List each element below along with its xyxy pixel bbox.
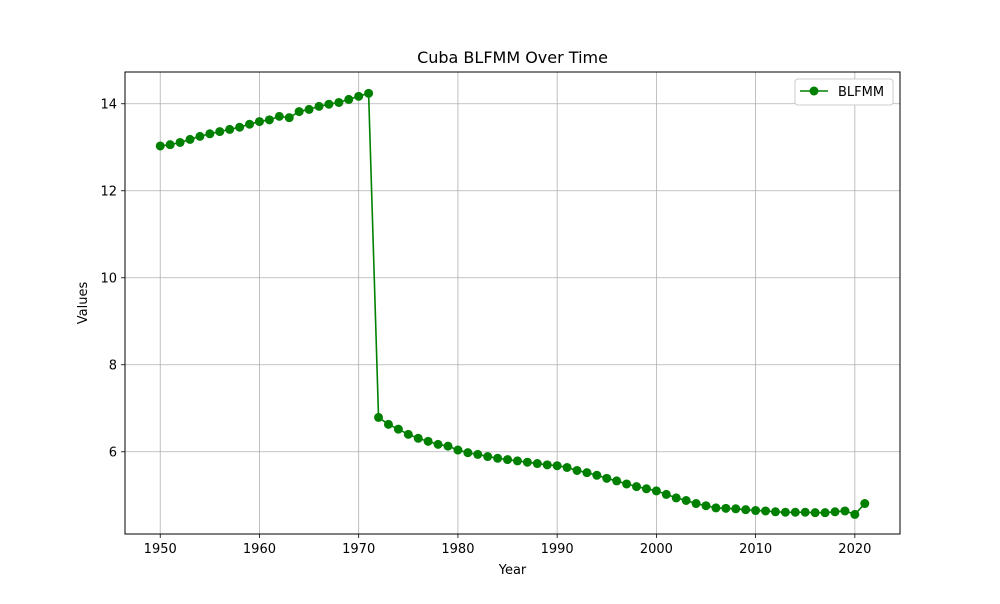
- data-point: [195, 131, 205, 141]
- data-point: [671, 493, 681, 503]
- data-point: [820, 508, 830, 518]
- axis-ticks: 1950 1960 1970 1980 1990 2000 2010 2020 6 8 10 12 14: [100, 97, 871, 557]
- data-point: [374, 412, 384, 422]
- data-point: [383, 419, 393, 429]
- data-point: [274, 111, 284, 121]
- x-tick-label: 2020: [838, 542, 871, 557]
- data-point: [433, 439, 443, 449]
- data-point: [840, 506, 850, 516]
- data-point: [304, 104, 314, 114]
- data-point: [483, 452, 493, 462]
- data-point: [264, 115, 274, 125]
- data-point: [770, 507, 780, 517]
- y-tick-label: 8: [109, 358, 117, 373]
- data-point: [661, 489, 671, 499]
- y-tick-label: 6: [109, 445, 117, 460]
- data-point: [493, 453, 503, 463]
- series-layer: [155, 88, 870, 519]
- data-point: [741, 505, 751, 515]
- data-point: [165, 140, 175, 150]
- data-point: [800, 507, 810, 517]
- data-point: [711, 503, 721, 513]
- data-point: [512, 456, 522, 466]
- data-point: [254, 117, 264, 127]
- legend-label: BLFMM: [838, 85, 884, 100]
- data-point: [721, 503, 731, 513]
- data-point: [681, 496, 691, 505]
- data-point: [473, 449, 483, 459]
- data-point: [751, 506, 761, 516]
- data-point: [780, 507, 790, 517]
- data-point: [175, 137, 185, 147]
- data-point: [403, 429, 413, 439]
- data-point: [731, 504, 741, 514]
- plot-frame: [124, 71, 901, 535]
- data-point: [215, 127, 225, 137]
- x-tick-label: 1960: [243, 542, 276, 557]
- legend-marker-swatch: [809, 86, 819, 96]
- series-line: [160, 92, 866, 516]
- data-point: [651, 486, 661, 496]
- data-point: [691, 499, 701, 509]
- x-tick-label: 1950: [144, 542, 177, 557]
- chart-title: Cuba BLFMM Over Time: [417, 48, 608, 67]
- data-point: [225, 124, 235, 134]
- x-tick-label: 1990: [541, 542, 574, 557]
- data-point: [314, 101, 324, 111]
- x-tick-label: 2000: [640, 542, 673, 557]
- data-point: [532, 459, 542, 469]
- data-point: [423, 436, 433, 446]
- data-point: [354, 91, 364, 101]
- data-point: [632, 482, 642, 492]
- data-point: [463, 448, 473, 458]
- legend: BLFMM: [794, 78, 894, 106]
- data-point: [701, 501, 711, 511]
- data-point: [185, 134, 195, 144]
- data-point: [860, 499, 870, 509]
- data-point: [284, 113, 294, 123]
- data-point: [790, 507, 800, 517]
- data-point: [641, 484, 651, 494]
- data-point: [393, 424, 403, 434]
- data-point: [572, 465, 582, 475]
- data-point: [334, 97, 344, 107]
- data-point: [522, 457, 532, 467]
- y-tick-label: 12: [100, 184, 117, 199]
- grid: [125, 72, 900, 534]
- y-tick-label: 14: [100, 97, 117, 112]
- x-tick-label: 2010: [739, 542, 772, 557]
- data-point: [245, 119, 255, 129]
- data-point: [562, 462, 572, 472]
- data-point: [324, 99, 334, 109]
- data-point: [810, 508, 820, 518]
- data-point: [592, 470, 602, 480]
- legend-box: [794, 78, 894, 106]
- data-point: [413, 433, 423, 443]
- data-point: [602, 473, 612, 483]
- data-point: [205, 129, 215, 139]
- data-point: [503, 455, 513, 465]
- data-point: [294, 107, 304, 117]
- data-point: [622, 479, 632, 489]
- data-point: [830, 507, 840, 517]
- x-axis-title: Year: [498, 563, 527, 578]
- data-point: [582, 468, 592, 478]
- data-point: [850, 509, 860, 519]
- data-point: [344, 94, 354, 104]
- x-tick-label: 1980: [441, 542, 474, 557]
- y-tick-label: 10: [100, 271, 117, 286]
- data-point: [612, 476, 622, 486]
- x-tick-label: 1970: [342, 542, 375, 557]
- data-point: [235, 122, 245, 132]
- data-point: [761, 506, 771, 516]
- data-point: [542, 460, 552, 470]
- y-axis-title: Values: [76, 282, 91, 325]
- data-point: [552, 461, 562, 471]
- data-point: [443, 441, 453, 451]
- data-point: [155, 141, 165, 151]
- data-point: [453, 445, 463, 455]
- data-point: [364, 88, 374, 98]
